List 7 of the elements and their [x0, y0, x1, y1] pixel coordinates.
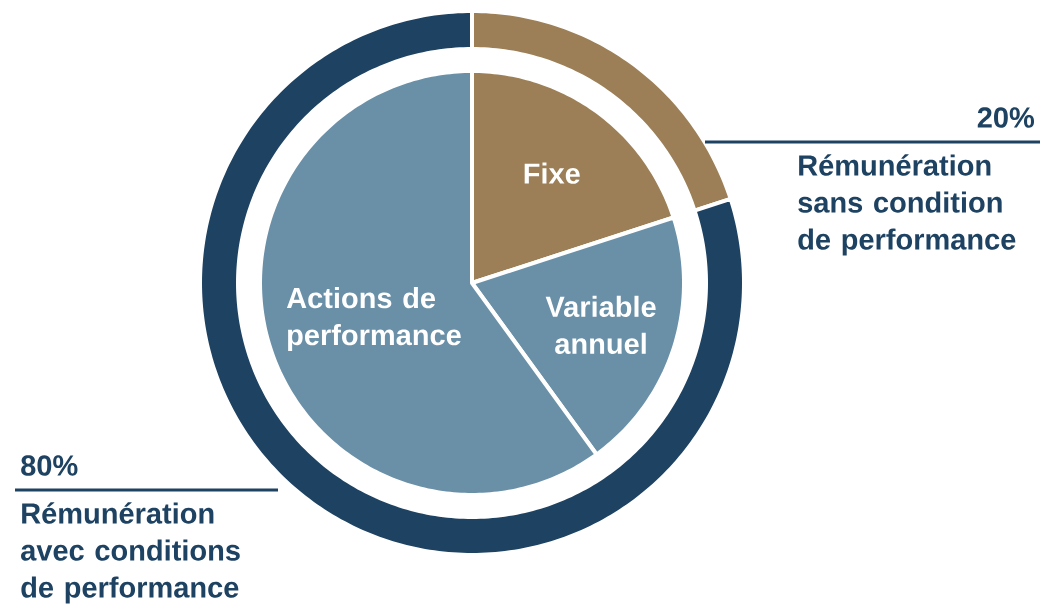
- slice-label: Variable annuel: [545, 295, 656, 355]
- slice-label: Rémunération avec conditions de performance: [21, 502, 240, 604]
- slice-label: Fixe: [524, 162, 580, 184]
- slice-label: Rémunération sans condition de performance: [798, 154, 1016, 256]
- slice-label: Actions de performance: [286, 287, 461, 352]
- data-label: 20%: [977, 107, 1035, 128]
- data-label: 80%: [21, 455, 78, 476]
